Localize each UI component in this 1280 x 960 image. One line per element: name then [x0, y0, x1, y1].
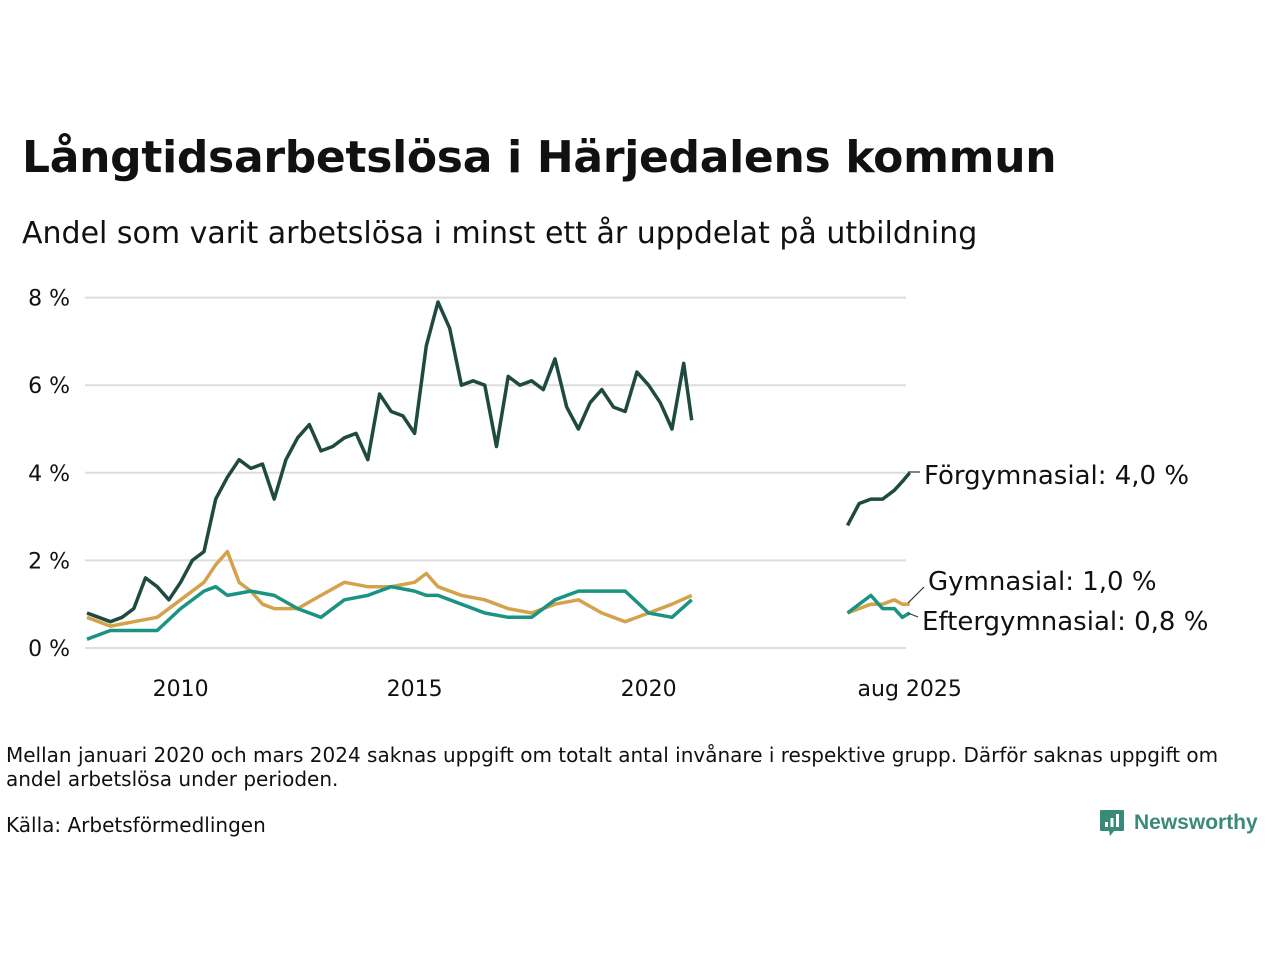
x-tick-label: 2010 [153, 677, 209, 702]
series-end-label: Eftergymnasial: 0,8 % [922, 607, 1208, 637]
x-tick-label: aug 2025 [858, 677, 962, 702]
y-tick-label: 4 % [28, 462, 70, 487]
source-text: Källa: Arbetsförmedlingen [6, 813, 266, 837]
series-end-label: Förgymnasial: 4,0 % [924, 461, 1189, 491]
y-tick-label: 0 % [28, 637, 70, 662]
chart-subtitle: Andel som varit arbetslösa i minst ett å… [22, 216, 978, 251]
line-chart: 0 % 2 % 4 % 6 % 8 % 2010 2015 2020 aug 2025 Förgy… [28, 287, 1208, 702]
newsworthy-icon [1100, 810, 1124, 836]
footnote: Mellan januari 2020 och mars 2024 saknas… [6, 743, 1219, 791]
series-line-eftergymnasial [846, 593, 911, 620]
y-tick-label: 2 % [28, 549, 70, 574]
series-line-forgymnasial [86, 300, 694, 624]
series-line-eftergymnasial [86, 584, 693, 641]
series-line-gymnasial [86, 549, 693, 628]
chart-title: Långtidsarbetslösa i Härjedalens kommun [22, 132, 1057, 183]
series-line-forgymnasial [845, 471, 912, 527]
brand-name: Newsworthy [1134, 811, 1258, 834]
series-end-label: Gymnasial: 1,0 % [928, 567, 1157, 597]
y-tick-label: 8 % [28, 287, 70, 312]
label-leader [907, 612, 919, 618]
x-tick-label: 2020 [621, 677, 677, 702]
y-tick-label: 6 % [28, 374, 70, 399]
newsworthy-logo: Newsworthy [1098, 808, 1258, 838]
series-line-gymnasial [846, 598, 910, 615]
label-leader [907, 586, 925, 604]
x-tick-label: 2015 [387, 677, 443, 702]
